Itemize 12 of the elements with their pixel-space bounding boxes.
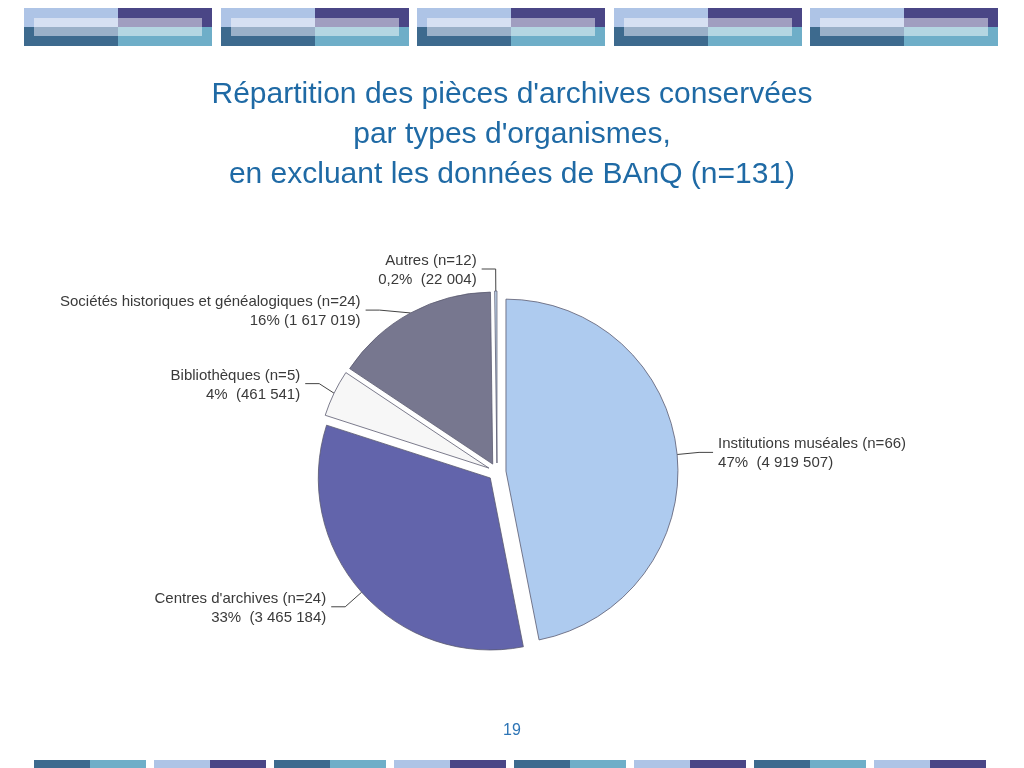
slice-label: Centres d'archives (n=24) [154, 588, 327, 606]
slice-label: Sociétés historiques et généalogiques (n=24) [59, 292, 361, 310]
chart-title: Répartition des pièces d'archives conservées par types d'organismes, en excluant les données de BAnQ (n=131) [210, 75, 814, 191]
slice-label: Bibliothèques (n=5) [170, 365, 301, 383]
data-label: 47% (4 919 507) [718, 453, 834, 471]
data-label: 4% (461 541) [205, 384, 301, 402]
data-label: 33% (3 465 184) [211, 607, 327, 625]
slice-label: Autres (n=12) [385, 251, 477, 268]
data-label: 16% (1 617 019) [249, 311, 361, 329]
slice-label: Institutions muséales (n=66) [718, 434, 907, 452]
data-label: 0,2% (22 004) [378, 270, 477, 287]
text: 19 [503, 720, 521, 738]
